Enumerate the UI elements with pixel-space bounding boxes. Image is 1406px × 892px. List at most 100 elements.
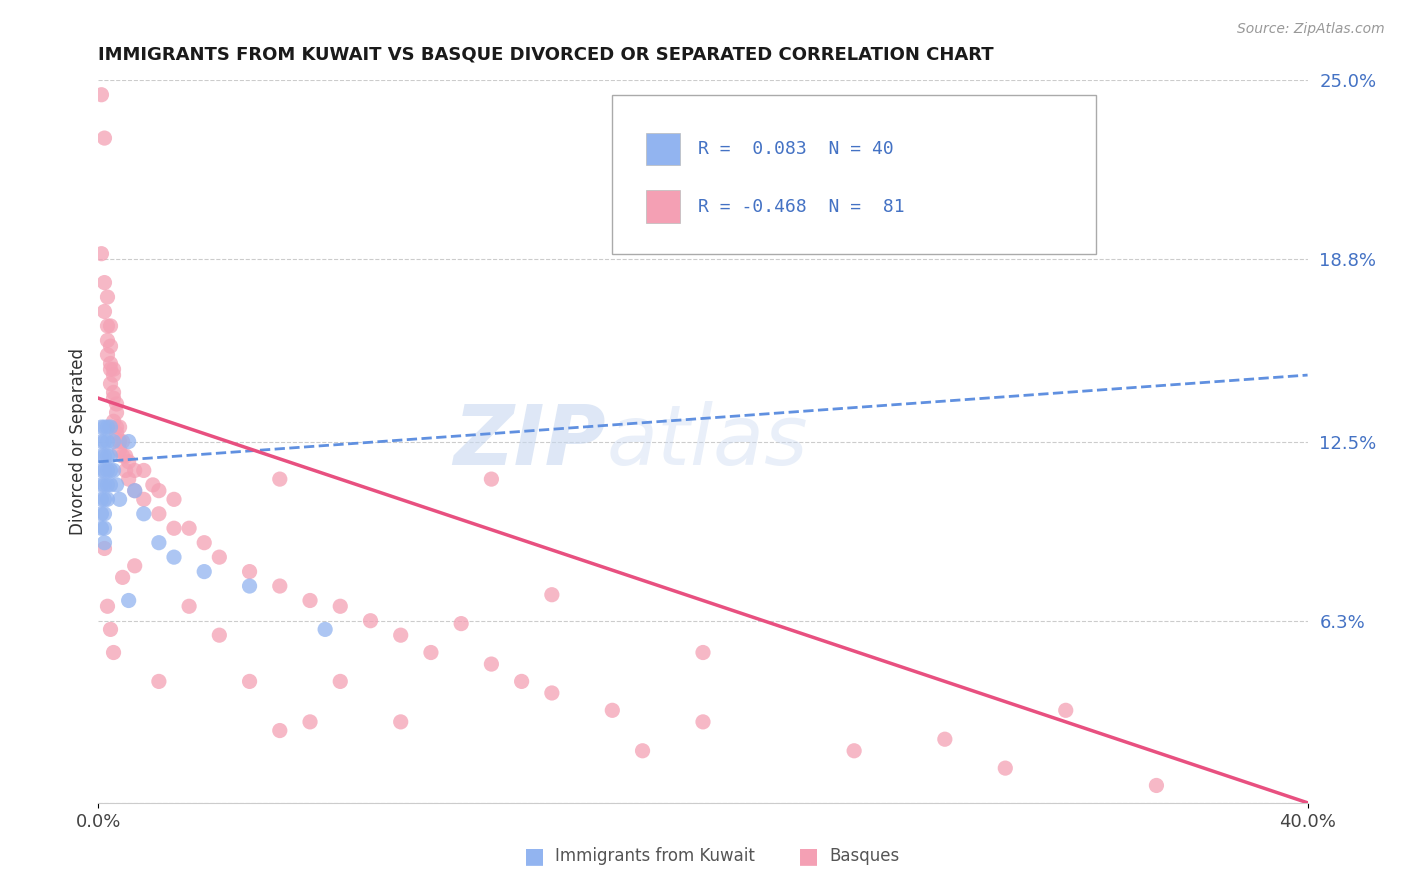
Point <box>540 686 562 700</box>
Point <box>90 521 112 535</box>
Point <box>124 483 146 498</box>
FancyBboxPatch shape <box>647 191 681 223</box>
Point <box>103 463 125 477</box>
Point <box>93 541 115 556</box>
Point <box>602 703 624 717</box>
Point <box>132 492 155 507</box>
Point <box>124 463 146 477</box>
Point <box>118 455 141 469</box>
Point <box>299 593 322 607</box>
Point <box>481 657 503 671</box>
Text: Basques: Basques <box>830 847 900 865</box>
Point <box>111 570 134 584</box>
Point <box>96 420 118 434</box>
Point <box>100 420 122 434</box>
Point <box>90 449 112 463</box>
Point <box>132 463 155 477</box>
Point <box>934 732 956 747</box>
Point <box>299 714 322 729</box>
Point <box>90 463 112 477</box>
Text: Immigrants from Kuwait: Immigrants from Kuwait <box>555 847 755 865</box>
Point <box>100 623 122 637</box>
Point <box>96 492 118 507</box>
Point <box>510 674 533 689</box>
Point <box>148 535 170 549</box>
Point <box>114 449 136 463</box>
Point <box>93 492 115 507</box>
Point <box>111 434 134 449</box>
Point <box>105 406 128 420</box>
Point <box>269 579 291 593</box>
Point <box>93 478 115 492</box>
FancyBboxPatch shape <box>647 133 681 165</box>
Point <box>329 674 352 689</box>
Point <box>118 434 141 449</box>
Text: ZIP: ZIP <box>454 401 606 482</box>
Point <box>96 348 118 362</box>
Point <box>100 362 122 376</box>
Point <box>1054 703 1077 717</box>
Point <box>142 478 165 492</box>
Point <box>90 420 112 434</box>
Point <box>193 565 215 579</box>
Point <box>93 463 115 477</box>
Point <box>90 507 112 521</box>
Point <box>179 599 201 614</box>
Point <box>96 463 118 477</box>
Point <box>103 646 125 660</box>
Point <box>100 357 122 371</box>
Point <box>93 131 115 145</box>
Point <box>103 434 125 449</box>
Point <box>420 646 443 660</box>
Point <box>163 550 186 565</box>
Point <box>314 623 336 637</box>
Point <box>90 246 112 260</box>
Point <box>90 434 112 449</box>
Point <box>93 304 115 318</box>
Point <box>105 420 128 434</box>
Point <box>96 449 118 463</box>
Point <box>239 674 262 689</box>
Point <box>96 334 118 348</box>
Point <box>329 599 352 614</box>
Point <box>163 492 186 507</box>
Point <box>105 397 128 411</box>
Point <box>105 425 128 440</box>
Text: ■: ■ <box>799 847 818 866</box>
Point <box>208 628 231 642</box>
Point <box>103 414 125 428</box>
Text: R =  0.083  N = 40: R = 0.083 N = 40 <box>699 140 894 158</box>
Point <box>269 472 291 486</box>
Point <box>100 318 122 333</box>
Point <box>1144 779 1167 793</box>
Point <box>96 434 118 449</box>
Point <box>208 550 231 565</box>
Point <box>692 646 714 660</box>
Point <box>103 368 125 382</box>
Y-axis label: Divorced or Separated: Divorced or Separated <box>69 348 87 535</box>
Point <box>239 579 262 593</box>
Point <box>90 478 112 492</box>
FancyBboxPatch shape <box>613 95 1097 253</box>
Point <box>148 674 170 689</box>
Point <box>163 521 186 535</box>
Point <box>450 616 472 631</box>
Point <box>93 535 115 549</box>
Point <box>96 478 118 492</box>
Point <box>108 443 131 458</box>
Text: ■: ■ <box>524 847 544 866</box>
Text: R = -0.468  N =  81: R = -0.468 N = 81 <box>699 198 905 216</box>
Point <box>100 339 122 353</box>
Point <box>111 449 134 463</box>
Point <box>631 744 654 758</box>
Point <box>360 614 382 628</box>
Point <box>105 478 128 492</box>
Point <box>148 483 170 498</box>
Point <box>193 535 215 549</box>
Point <box>269 723 291 738</box>
Point <box>540 588 562 602</box>
Point <box>118 593 141 607</box>
Point <box>239 565 262 579</box>
Point <box>108 434 131 449</box>
Point <box>114 463 136 477</box>
